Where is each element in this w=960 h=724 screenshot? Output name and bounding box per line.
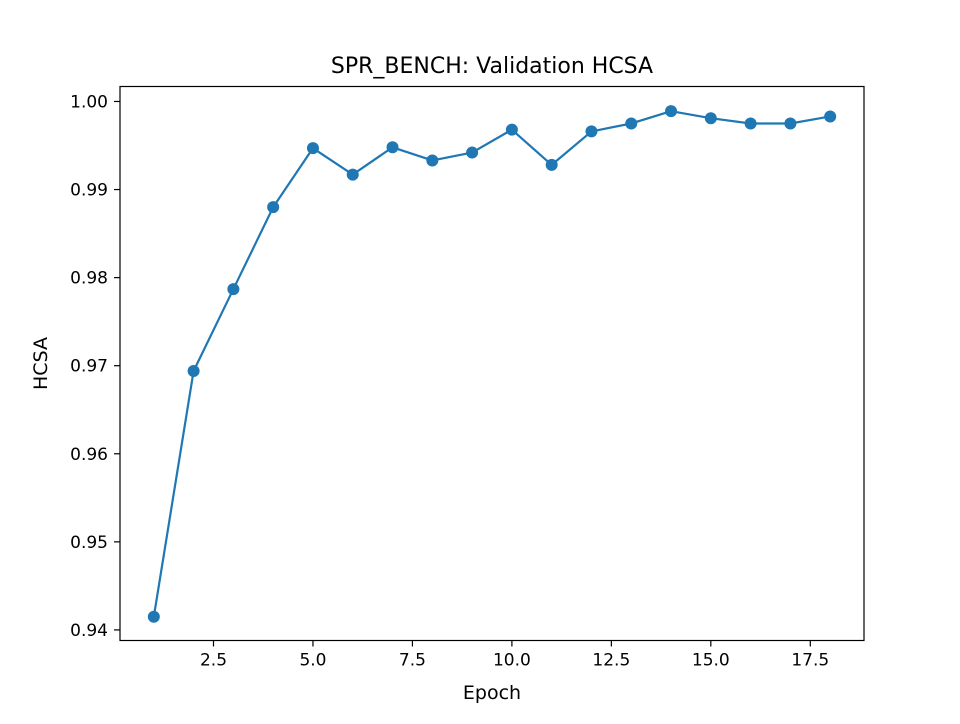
data-point [665, 105, 678, 118]
data-point [346, 168, 359, 181]
data-point [426, 154, 439, 167]
axis-ticks: 2.5 5.0 7.5 10.0 12.5 15.0 17.5 0.94 0.95 0.96 0.9… [70, 92, 829, 670]
data-point [625, 117, 638, 130]
x-tick-label: 17.5 [791, 651, 829, 671]
data-point [386, 141, 399, 154]
y-tick-label: 0.94 [70, 621, 108, 641]
data-point [466, 146, 479, 159]
y-tick-label: 0.95 [70, 533, 108, 553]
x-axis-label: Epoch [463, 682, 521, 704]
data-point [147, 610, 160, 623]
x-tick-label: 12.5 [592, 651, 630, 671]
data-point [784, 117, 797, 130]
chart-title: SPR_BENCH: Validation HCSA [331, 54, 653, 79]
data-point [306, 142, 319, 155]
data-point [187, 364, 200, 377]
x-tick-label: 15.0 [692, 651, 730, 671]
data-point [704, 112, 717, 125]
x-tick-label: 10.0 [493, 651, 531, 671]
series-line [152, 110, 831, 617]
plot-area [147, 105, 837, 623]
y-tick-label: 1.00 [70, 92, 108, 112]
data-point [545, 158, 558, 171]
data-point [744, 117, 757, 130]
x-tick-label: 2.5 [200, 651, 227, 671]
data-point [267, 201, 280, 214]
data-point [505, 123, 518, 136]
x-tick-label: 5.0 [299, 651, 326, 671]
data-point [824, 110, 837, 123]
axes-frame [119, 85, 865, 642]
y-tick-label: 0.99 [70, 181, 108, 201]
x-tick-label: 7.5 [399, 651, 426, 671]
y-tick-label: 0.96 [70, 445, 108, 465]
y-tick-label: 0.98 [70, 269, 108, 289]
data-point [227, 283, 240, 296]
y-axis-label: HCSA [30, 337, 52, 390]
y-tick-label: 0.97 [70, 357, 108, 377]
data-point [585, 125, 598, 138]
